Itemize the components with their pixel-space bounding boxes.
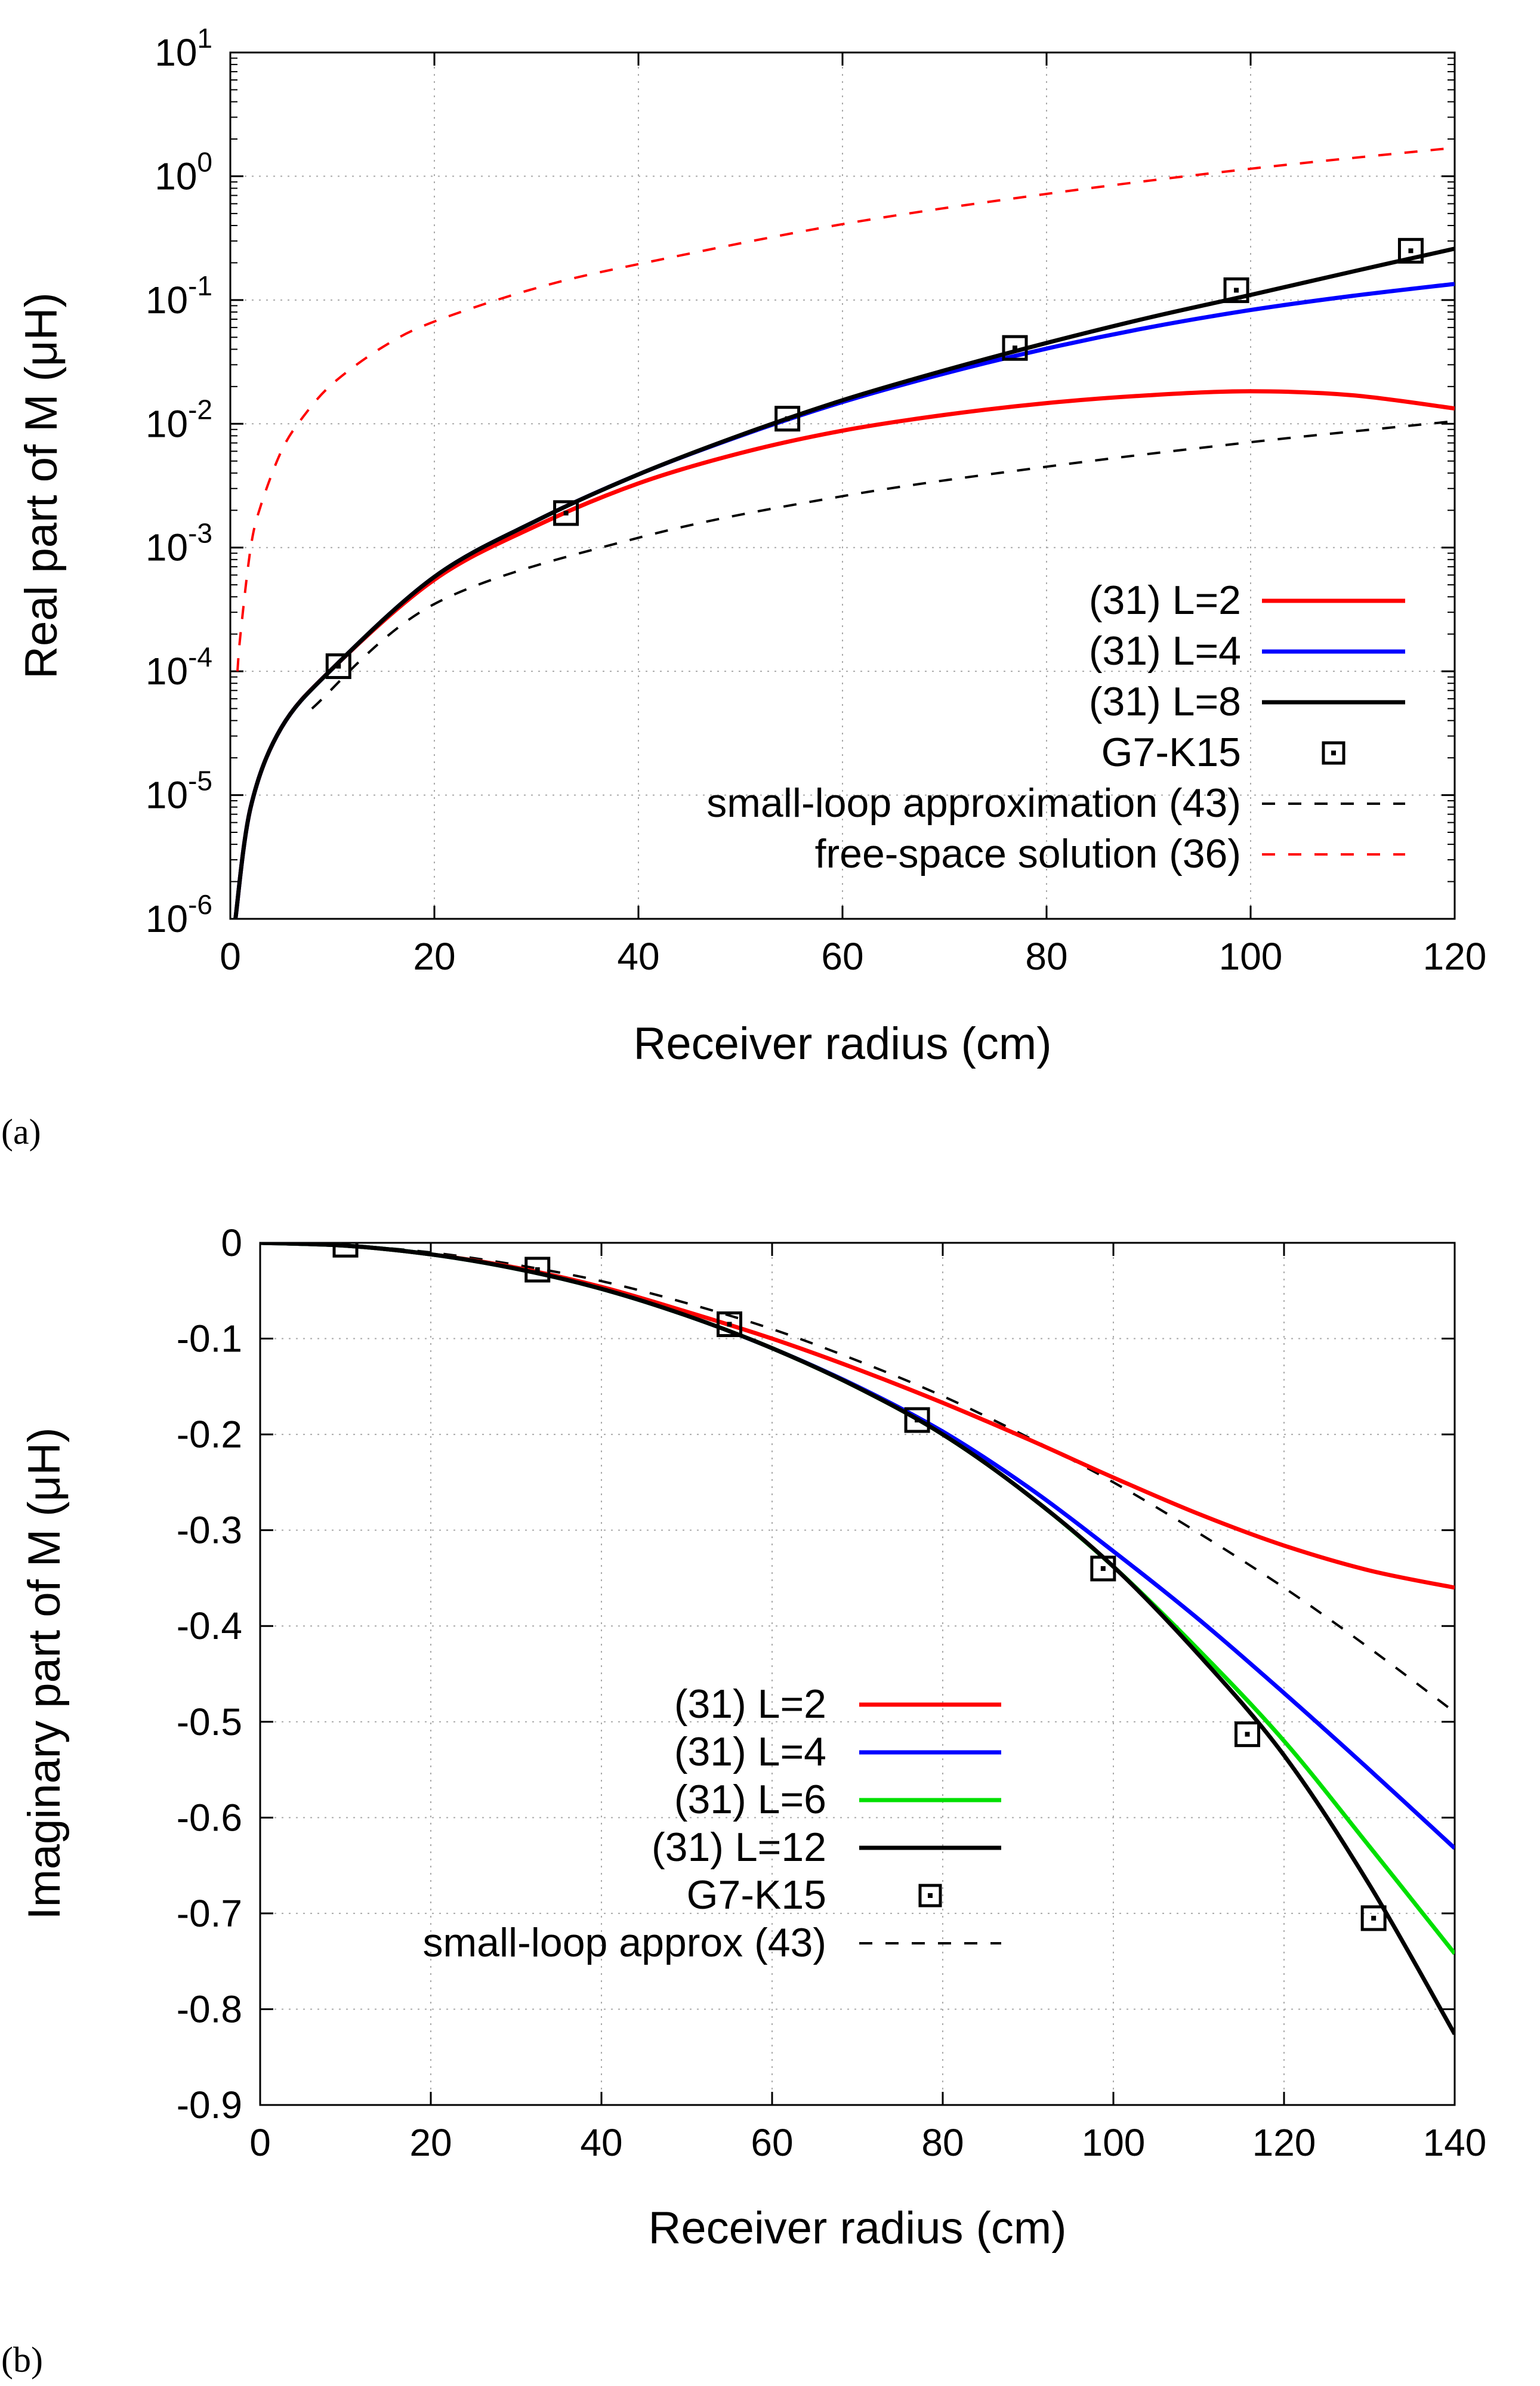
y-tick-label-6: -0.6 <box>177 1796 242 1839</box>
y-tick-label-4: -0.4 <box>177 1604 242 1647</box>
x-tick-label-3: 60 <box>821 935 863 978</box>
legend-label-free-space-solution-36: free-space solution (36) <box>815 831 1241 876</box>
plot-frame <box>259 1242 1456 2106</box>
x-tick-label-5: 100 <box>1219 935 1283 978</box>
data-marker-dot-g7-k15-0 <box>343 1243 348 1248</box>
series-line-small-loop-approx-43 <box>260 1243 1455 1714</box>
data-marker-g7-k15-2 <box>717 1311 742 1337</box>
data-marker-dot-g7-k15-2 <box>785 416 790 421</box>
x-axis-label: Receiver radius (cm) <box>648 2203 1066 2254</box>
x-tick-label-5: 100 <box>1082 2121 1146 2164</box>
x-tick-label-1: 20 <box>409 2121 452 2164</box>
data-marker-g7-k15-3 <box>904 1407 930 1433</box>
data-marker-g7-k15-5 <box>1235 1721 1261 1748</box>
y-tick-label-1: -0.1 <box>177 1317 242 1360</box>
legend-label-31-l-12: (31) L=12 <box>652 1825 826 1870</box>
legend-swatch-g7-k15 <box>1322 741 1345 765</box>
series-line-31-l-8 <box>233 246 1455 919</box>
x-tick-label-6: 120 <box>1252 2121 1316 2164</box>
legend-label-31-l-6: (31) L=6 <box>674 1777 826 1822</box>
data-marker-g7-k15-6 <box>1360 1905 1387 1931</box>
data-marker-dot-g7-k15-4 <box>1234 288 1239 293</box>
legend-label-31-l-2: (31) L=2 <box>1089 578 1241 623</box>
data-marker-dot-g7-k15-2 <box>727 1322 732 1327</box>
x-tick-label-4: 80 <box>1025 935 1067 978</box>
data-marker-g7-k15-5 <box>1397 237 1424 264</box>
data-marker-g7-k15-0 <box>325 653 351 680</box>
legend-swatch-dot-g7-k15 <box>928 1893 933 1898</box>
y-tick-label-5: 10-1 <box>146 270 212 322</box>
plot-area <box>260 1243 1455 2035</box>
data-marker-g7-k15-2 <box>774 406 801 432</box>
panel-label-b: (b) <box>1 2340 43 2379</box>
x-tick-label-0: 0 <box>249 2121 271 2164</box>
y-tick-label-5: -0.5 <box>177 1700 242 1743</box>
x-tick-label-0: 0 <box>220 935 241 978</box>
data-marker-g7-k15-4 <box>1223 277 1249 303</box>
x-tick-label-6: 120 <box>1423 935 1487 978</box>
data-marker-g7-k15-4 <box>1090 1555 1116 1582</box>
panel-label-a: (a) <box>1 1112 41 1152</box>
y-tick-label-6: 100 <box>155 146 212 197</box>
data-marker-dot-g7-k15-6 <box>1371 1915 1377 1921</box>
legend-label-g7-k15: G7-K15 <box>687 1872 826 1918</box>
legend-label-small-loop-approximation-43: small-loop approximation (43) <box>706 780 1241 826</box>
x-tick-label-1: 20 <box>413 935 455 978</box>
x-tick-label-7: 140 <box>1423 2121 1487 2164</box>
series-line-31-l-12 <box>260 1243 1455 2035</box>
data-marker-g7-k15-1 <box>524 1257 551 1283</box>
legend-label-31-l-4: (31) L=4 <box>1089 628 1241 674</box>
data-marker-dot-g7-k15-3 <box>915 1418 920 1423</box>
y-tick-label-1: 10-5 <box>146 766 212 817</box>
x-tick-label-2: 40 <box>617 935 659 978</box>
y-tick-label-2: 10-4 <box>146 641 212 693</box>
data-marker-g7-k15-1 <box>553 500 579 526</box>
y-tick-label-8: -0.8 <box>177 1987 242 2030</box>
plot-area <box>233 146 1455 919</box>
series-line-small-loop-approximation-43 <box>311 419 1455 710</box>
y-tick-label-3: 10-3 <box>146 518 212 569</box>
data-marker-dot-g7-k15-5 <box>1408 248 1414 254</box>
y-axis-label: Real part of M (μH) <box>16 292 67 679</box>
data-marker-dot-g7-k15-4 <box>1100 1566 1106 1571</box>
x-axis-label: Receiver radius (cm) <box>633 1018 1051 1069</box>
x-tick-label-3: 60 <box>751 2121 793 2164</box>
data-marker-dot-g7-k15-1 <box>535 1267 540 1272</box>
legend-swatch-g7-k15 <box>918 1884 942 1907</box>
y-tick-label-9: -0.9 <box>177 2083 242 2126</box>
legend-label-g7-k15: G7-K15 <box>1101 730 1241 775</box>
data-marker-dot-g7-k15-1 <box>563 510 569 516</box>
y-tick-label-0: 10-6 <box>146 889 212 940</box>
data-marker-g7-k15-3 <box>1002 335 1028 361</box>
y-tick-label-0: 0 <box>221 1221 242 1264</box>
y-axis-label: Imaginary part of M (μH) <box>19 1427 70 1919</box>
chart-b-imaginary-part: 0 20 40 60 80 100 120 140 0 -0.1 -0.2 -0.3 -0.4 -0.5 -… <box>19 1221 1486 2254</box>
legend-label-31-l-8: (31) L=8 <box>1089 679 1241 724</box>
y-tick-label-7: 101 <box>155 23 212 74</box>
legend: (31) L=2 (31) L=4 (31) L=8 G7-K15 small-loop… <box>706 578 1405 876</box>
data-marker-dot-g7-k15-0 <box>336 663 341 669</box>
y-tick-label-3: -0.3 <box>177 1509 242 1552</box>
y-tick-label-2: -0.2 <box>177 1413 242 1456</box>
x-tick-label-4: 80 <box>921 2121 964 2164</box>
chart-a-real-part: 0 20 40 60 80 100 120 10-6 10-5 10-4 10-3 10-2 10-1 1… <box>16 23 1486 1069</box>
legend-label-31-l-2: (31) L=2 <box>674 1681 826 1727</box>
legend-label-small-loop-approx-43: small-loop approx (43) <box>422 1920 826 1965</box>
legend-label-31-l-4: (31) L=4 <box>674 1729 826 1774</box>
y-tick-label-4: 10-2 <box>146 394 212 445</box>
legend-swatch-dot-g7-k15 <box>1331 751 1336 755</box>
data-marker-g7-k15-0 <box>332 1243 359 1258</box>
y-tick-label-7: -0.7 <box>177 1892 242 1935</box>
x-tick-label-2: 40 <box>580 2121 622 2164</box>
legend: (31) L=2(31) L=4(31) L=6(31) L=12G7-K15s… <box>422 1681 1001 1965</box>
data-marker-dot-g7-k15-3 <box>1012 345 1017 351</box>
series-line-free-space-solution-36 <box>236 146 1455 672</box>
data-marker-dot-g7-k15-5 <box>1245 1731 1250 1737</box>
